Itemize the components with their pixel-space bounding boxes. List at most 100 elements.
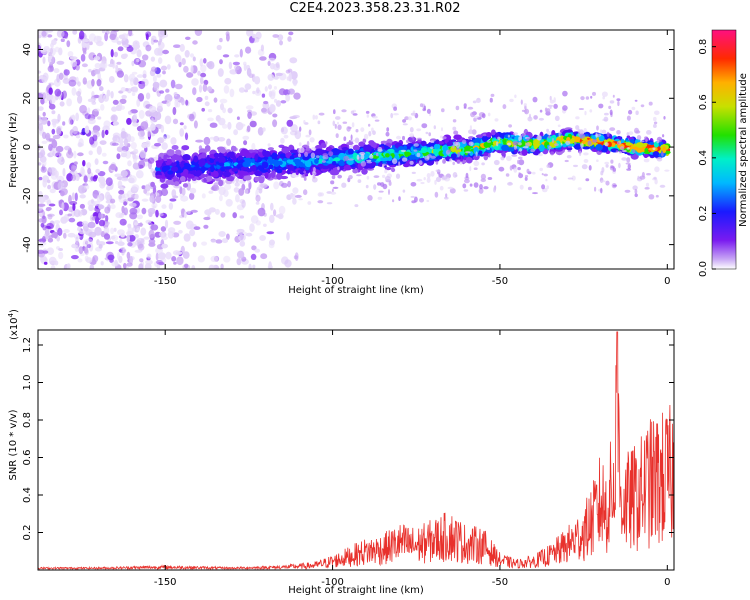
noise-blob — [41, 76, 48, 83]
noise-blob — [275, 100, 282, 107]
noise-blob — [260, 183, 268, 188]
halo-blob — [402, 135, 405, 141]
noise-blob — [115, 212, 123, 219]
noise-blob — [268, 242, 275, 249]
noise-blob — [77, 258, 83, 263]
halo-blob — [452, 126, 457, 131]
halo-blob — [439, 185, 444, 191]
halo-blob — [459, 161, 463, 165]
halo-blob — [481, 162, 485, 166]
y-tick-label: 0 — [22, 144, 33, 150]
ridge-blob — [521, 149, 528, 156]
noise-blob — [48, 138, 56, 142]
noise-blob — [138, 81, 146, 90]
noise-blob — [147, 130, 151, 138]
noise-blob — [71, 255, 79, 260]
ridge-blob — [485, 132, 493, 138]
ridge-blob — [279, 153, 286, 158]
ridge-blob — [629, 139, 635, 144]
halo-blob — [646, 130, 652, 135]
noise-blob — [93, 35, 102, 44]
halo-blob — [331, 175, 336, 180]
noise-blob — [244, 83, 252, 90]
noise-blob — [179, 186, 183, 194]
halo-blob — [335, 116, 341, 120]
halo-blob — [348, 175, 353, 180]
noise-blob — [161, 136, 167, 142]
noise-blob — [46, 30, 54, 33]
halo-blob — [317, 120, 321, 125]
noise-blob — [42, 92, 47, 100]
noise-blob — [243, 63, 247, 71]
halo-blob — [596, 125, 599, 131]
noise-blob — [190, 209, 198, 213]
halo-blob — [637, 175, 640, 180]
noise-blob — [190, 65, 194, 74]
halo-blob — [453, 130, 459, 135]
ridge-blob — [331, 161, 337, 166]
halo-blob — [321, 160, 326, 163]
noise-blob — [126, 234, 130, 243]
noise-blob — [229, 69, 238, 75]
noise-blob — [47, 120, 51, 127]
halo-blob — [525, 142, 530, 147]
ridge-blob — [254, 176, 259, 182]
noise-blob — [120, 87, 126, 92]
noise-blob — [97, 116, 102, 120]
ridge-blob — [218, 179, 224, 187]
halo-blob — [656, 156, 663, 162]
ridge-blob — [270, 171, 275, 179]
noise-blob — [116, 146, 123, 153]
halo-blob — [418, 160, 423, 166]
noise-blob — [41, 140, 48, 144]
noise-blob — [150, 38, 155, 45]
halo-blob — [624, 189, 631, 193]
noise-blob — [94, 158, 99, 166]
noise-blob — [45, 207, 51, 212]
noise-blob — [238, 188, 245, 196]
snr-panel: -150 -100 -50 0 0.2 0.4 0.6 0.8 1.0 1.2 Height of… — [7, 309, 675, 596]
halo-blob — [600, 180, 606, 183]
halo-blob — [645, 182, 650, 187]
noise-blob — [95, 168, 101, 174]
noise-blob — [235, 194, 240, 203]
halo-blob — [435, 169, 441, 173]
noise-blob — [43, 261, 48, 265]
halo-blob — [480, 173, 486, 180]
halo-blob — [469, 125, 472, 130]
noise-blob — [244, 189, 249, 194]
noise-blob — [141, 185, 146, 190]
noise-blob — [167, 231, 174, 239]
halo-blob — [565, 140, 571, 146]
halo-blob — [601, 167, 605, 173]
halo-blob — [434, 191, 439, 198]
noise-blob — [263, 100, 269, 105]
ridge-blob — [625, 142, 633, 146]
noise-blob — [131, 92, 136, 96]
noise-blob — [55, 145, 64, 153]
noise-blob — [170, 137, 177, 145]
noise-blob — [269, 214, 275, 224]
halo-blob — [470, 112, 476, 118]
noise-blob — [255, 31, 262, 40]
noise-blob — [159, 79, 168, 88]
noise-blob — [223, 189, 229, 197]
noise-blob — [203, 216, 211, 221]
ridge-blob — [289, 149, 299, 154]
y-tick-label: 40 — [22, 43, 33, 56]
ridge-blob — [257, 165, 264, 171]
ridge-blob — [161, 166, 168, 173]
halo-blob — [342, 121, 348, 124]
halo-blob — [392, 199, 395, 203]
noise-blob — [104, 32, 108, 42]
noise-blob — [101, 152, 107, 157]
noise-blob — [62, 167, 66, 177]
halo-blob — [305, 134, 311, 138]
noise-blob — [100, 104, 105, 111]
snr-x-axis-label: Height of straight line (km) — [288, 585, 424, 596]
noise-blob — [267, 264, 273, 269]
halo-blob — [498, 166, 505, 172]
noise-blob — [58, 248, 63, 251]
noise-blob — [275, 72, 283, 77]
noise-blob — [70, 59, 78, 67]
